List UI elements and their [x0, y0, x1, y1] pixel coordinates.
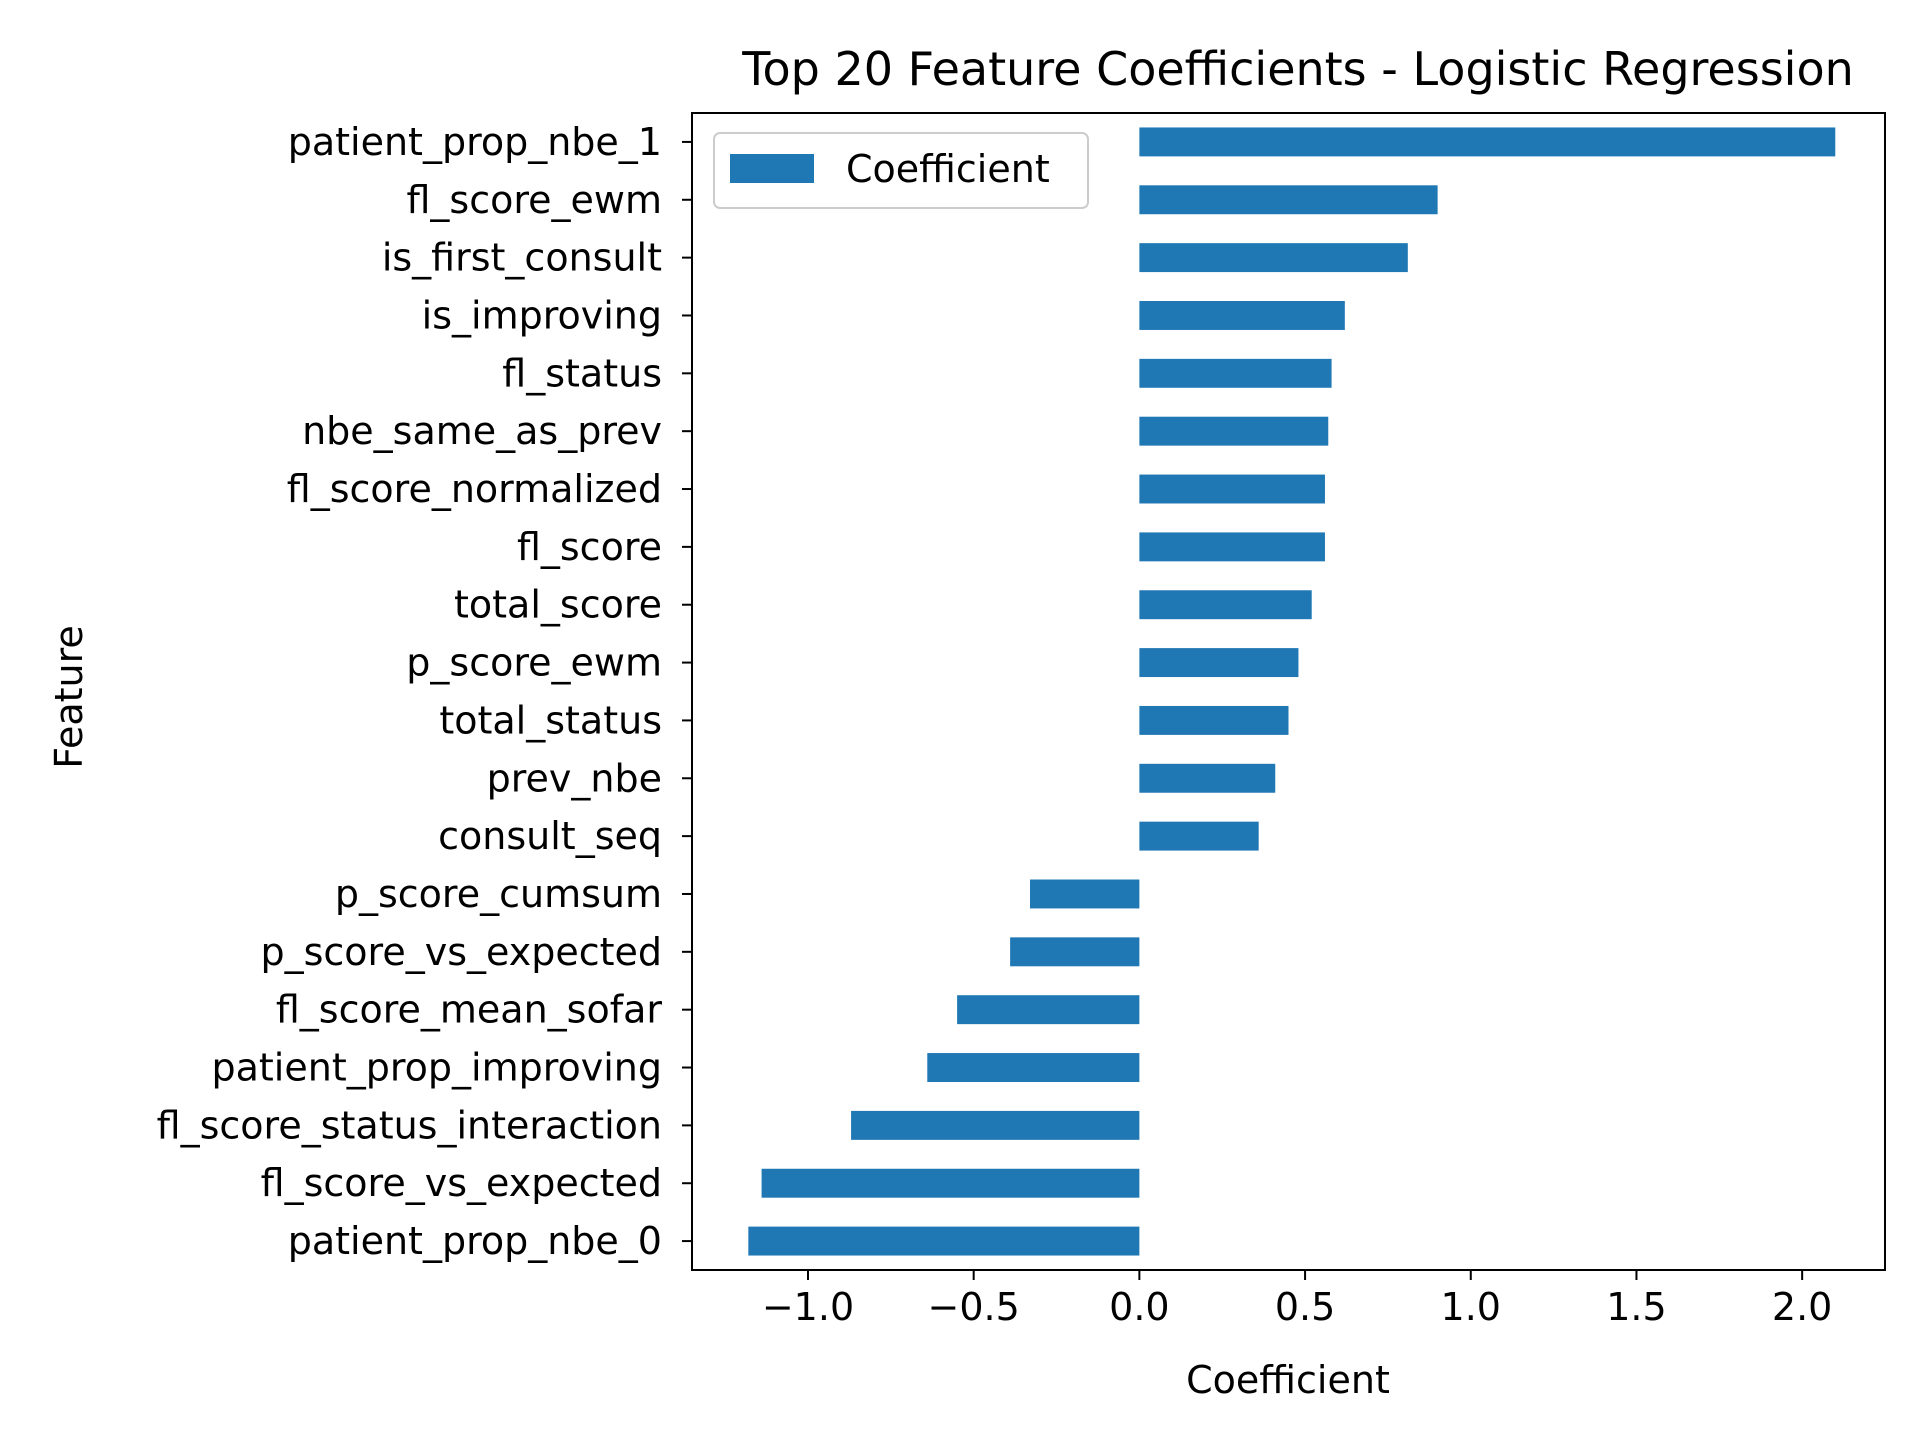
bars-group — [748, 127, 1836, 1256]
y-tick-label: p_score_vs_expected — [260, 930, 662, 974]
bar-fl-score[interactable] — [1139, 532, 1325, 562]
bar-fl-score-ewm[interactable] — [1139, 185, 1438, 215]
y-ticks-group: patient_prop_nbe_1 fl_score_ewm is_first_c… — [157, 120, 692, 1263]
legend[interactable]: Coefficient — [713, 132, 1089, 209]
bar-fl-score-vs-expected[interactable] — [761, 1168, 1140, 1198]
bar-patient-prop-nbe-1[interactable] — [1139, 127, 1836, 157]
y-tick-label: fl_score — [517, 525, 662, 569]
bar-p-score-ewm[interactable] — [1139, 648, 1299, 678]
y-tick-label: patient_prop_nbe_1 — [288, 120, 662, 164]
y-tick-label: fl_score_mean_sofar — [276, 988, 663, 1032]
chart-title: Top 20 Feature Coefficients - Logistic R… — [741, 42, 1854, 96]
bar-p-score-vs-expected[interactable] — [1010, 937, 1140, 967]
bar-fl-score-mean-sofar[interactable] — [957, 995, 1140, 1025]
y-tick-label: is_first_consult — [382, 236, 662, 280]
bar-total-score[interactable] — [1139, 590, 1312, 620]
bar-fl-score-normalized[interactable] — [1139, 474, 1325, 504]
bar-p-score-cumsum[interactable] — [1030, 879, 1140, 909]
x-tick-label: −0.5 — [928, 1285, 1020, 1329]
y-axis-title: Feature — [47, 625, 91, 769]
y-tick-label: patient_prop_improving — [212, 1046, 663, 1090]
y-tick-label: p_score_ewm — [406, 641, 662, 685]
y-tick-label: is_improving — [422, 293, 662, 337]
bar-is-improving[interactable] — [1139, 301, 1345, 330]
x-axis-title: Coefficient — [1186, 1358, 1390, 1402]
y-tick-label: fl_score_normalized — [287, 467, 662, 511]
y-tick-label: fl_score_vs_expected — [261, 1161, 662, 1205]
bar-patient-prop-improving[interactable] — [927, 1053, 1140, 1082]
bar-total-status[interactable] — [1139, 705, 1289, 735]
bar-consult-seq[interactable] — [1139, 821, 1259, 851]
bar-prev-nbe[interactable] — [1139, 763, 1276, 793]
bar-nbe-same-as-prev[interactable] — [1139, 416, 1329, 446]
y-tick-label: fl_score_status_interaction — [157, 1103, 662, 1147]
x-tick-label: 1.5 — [1606, 1285, 1666, 1329]
y-tick-label: nbe_same_as_prev — [302, 409, 662, 453]
x-tick-label: 1.0 — [1441, 1285, 1501, 1329]
bar-fl-score-status-interaction[interactable] — [851, 1110, 1140, 1140]
y-tick-label: total_status — [439, 698, 662, 742]
legend-swatch — [730, 154, 814, 183]
x-tick-label: 0.0 — [1109, 1285, 1169, 1329]
bar-is-first-consult[interactable] — [1139, 243, 1408, 273]
y-tick-label: p_score_cumsum — [335, 872, 662, 916]
legend-box — [713, 132, 1089, 209]
x-tick-label: −1.0 — [762, 1285, 854, 1329]
y-tick-label: total_score — [454, 583, 662, 627]
plot-frame — [691, 112, 1886, 1271]
y-tick-label: prev_nbe — [487, 756, 662, 800]
bar-fl-status[interactable] — [1139, 358, 1332, 388]
y-tick-label: patient_prop_nbe_0 — [288, 1219, 662, 1263]
legend-label: Coefficient — [846, 147, 1050, 191]
x-ticks-group: −1.0 −0.5 0.0 0.5 1.0 1.5 2.0 — [762, 1270, 1832, 1329]
bar-patient-prop-nbe-0[interactable] — [748, 1226, 1140, 1256]
y-tick-label: fl_score_ewm — [406, 178, 662, 222]
x-tick-label: 0.5 — [1275, 1285, 1335, 1329]
y-tick-label: consult_seq — [438, 814, 662, 858]
x-tick-label: 2.0 — [1772, 1285, 1832, 1329]
y-tick-label: fl_status — [502, 351, 662, 395]
